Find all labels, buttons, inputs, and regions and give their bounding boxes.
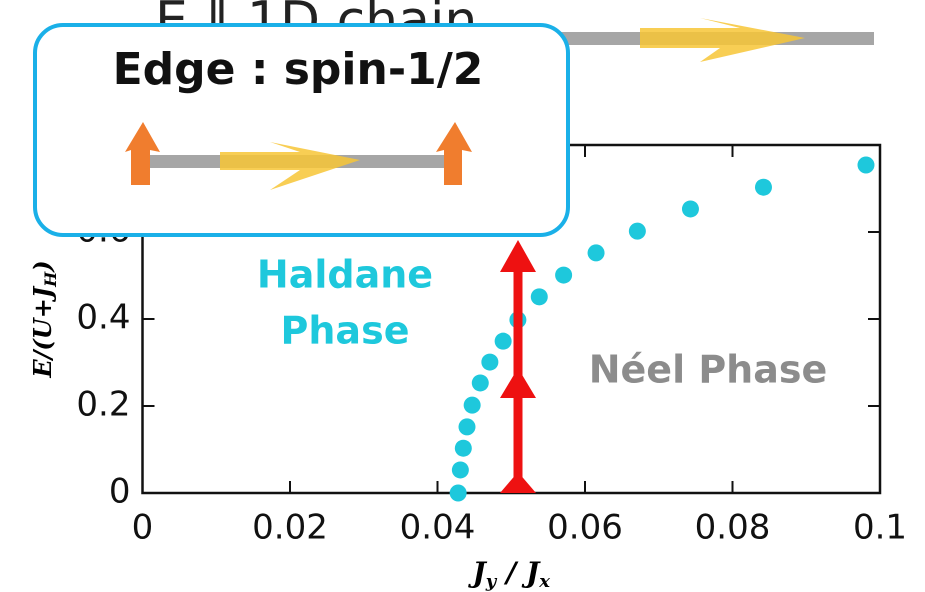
data-point [857, 156, 875, 174]
data-point [754, 178, 772, 196]
x-tick-label: 0.06 [547, 508, 623, 548]
data-point [555, 266, 573, 284]
y-axis-label-part: E/(U+J [28, 285, 57, 378]
x-tick-label: 0.02 [252, 508, 328, 548]
data-point [471, 374, 489, 392]
x-axis-label-part: J [468, 556, 488, 589]
x-tick-label: 0.1 [853, 508, 907, 548]
chain-graphic [560, 18, 874, 62]
callout: Edge : spin-1/2 [33, 23, 570, 237]
x-axis-label: Jy / Jx [468, 556, 551, 592]
x-tick-label: 0.04 [400, 508, 476, 548]
x-axis-label-part: / J [496, 556, 541, 589]
x-tick-label: 0 [132, 508, 154, 548]
y-axis-label: E/(U+JH) [28, 260, 60, 378]
data-point [463, 396, 481, 414]
data-point [530, 288, 548, 306]
data-point [494, 332, 512, 350]
data-point [681, 200, 699, 218]
data-point [451, 461, 469, 479]
y-axis-label-part: ) [28, 260, 57, 272]
data-point [449, 484, 467, 502]
data-point [454, 439, 472, 457]
phase-label: Néel Phase [589, 348, 828, 392]
x-tick-label: 0.08 [695, 508, 771, 548]
phase-label: Phase [281, 309, 410, 353]
data-point [458, 418, 476, 436]
y-tick-label: 0 [109, 472, 131, 512]
data-point [481, 353, 499, 371]
plot: 00.020.040.060.080.100.20.40.6Jy / JxE/(… [28, 143, 907, 592]
red-arrow [500, 240, 536, 493]
phase-label: Haldane [257, 253, 433, 297]
data-point [628, 222, 646, 240]
x-axis-label-part: x [538, 571, 550, 592]
data-point [587, 244, 605, 262]
y-tick-label: 0.4 [76, 298, 130, 338]
y-axis-label-part: H [41, 271, 60, 288]
callout-text: Edge : spin-1/2 [113, 44, 484, 95]
x-axis-label-part: y [485, 571, 498, 592]
y-tick-label: 0.2 [76, 385, 130, 425]
